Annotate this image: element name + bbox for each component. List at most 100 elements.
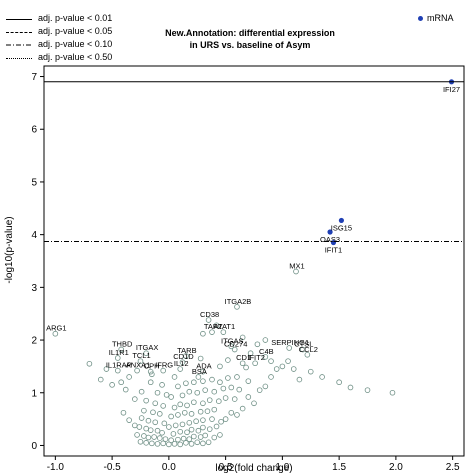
labeled-point: [262, 354, 269, 360]
data-point: [143, 425, 149, 432]
data-point: [188, 441, 195, 447]
data-point: [211, 388, 218, 395]
data-point: [154, 441, 161, 447]
y-tick-label: 5: [31, 177, 37, 188]
data-point: [126, 374, 132, 380]
gene-label: CD1D: [173, 352, 194, 361]
x-tick-label: 2.0: [389, 462, 403, 473]
data-point: [180, 435, 187, 442]
chart-title-line1: New.Annotation: differential expression: [165, 28, 335, 38]
data-point: [179, 392, 186, 399]
data-point: [200, 424, 206, 431]
data-point: [132, 422, 138, 429]
y-tick-label: 0: [31, 441, 37, 452]
data-point: [184, 429, 190, 436]
data-point: [149, 440, 155, 447]
data-point: [120, 409, 127, 416]
gene-label: ANXA1: [126, 361, 151, 370]
data-point: [389, 389, 396, 396]
y-tick-label: 3: [31, 283, 37, 294]
gene-label: IFIT2: [247, 353, 265, 362]
legend-label-005: adj. p-value < 0.05: [38, 26, 113, 36]
data-point: [191, 379, 197, 386]
highlighted-point: [327, 229, 333, 235]
gene-label: ITGAS: [221, 336, 244, 345]
labeled-point: [220, 329, 227, 335]
data-point: [247, 350, 254, 357]
data-point: [216, 398, 222, 404]
labeled-point: [304, 352, 311, 358]
data-point: [191, 399, 197, 406]
data-point: [184, 402, 190, 409]
labeled-point: [134, 367, 140, 374]
data-point: [205, 439, 212, 446]
gene-label: CD1: [236, 353, 251, 362]
legend-label-010: adj. p-value < 0.10: [38, 39, 113, 49]
data-point: [168, 413, 174, 420]
x-tick-label: 1.5: [332, 462, 346, 473]
gene-label: IL12: [174, 359, 189, 368]
data-point: [222, 416, 229, 422]
gene-label: C4B: [259, 347, 274, 356]
legend-label-001: adj. p-value < 0.01: [38, 13, 113, 23]
y-tick-label: 1: [31, 388, 37, 399]
highlighted-points: [327, 79, 455, 246]
data-point: [188, 426, 195, 433]
legend-label-050: adj. p-value < 0.50: [38, 52, 113, 62]
labeled-point: [195, 374, 202, 380]
data-point: [268, 374, 274, 380]
data-point: [156, 411, 163, 417]
data-point: [193, 418, 199, 425]
data-point: [145, 417, 152, 424]
data-point: [251, 400, 257, 407]
data-point: [137, 438, 144, 445]
labeled-point: [205, 317, 212, 323]
gene-label: THBD: [112, 340, 133, 349]
data-point: [273, 366, 280, 372]
data-point: [364, 387, 371, 393]
labeled-point: [239, 360, 246, 367]
gene-label: ISG15: [331, 223, 352, 232]
data-point: [168, 437, 174, 443]
data-point: [234, 412, 240, 418]
data-point: [171, 374, 178, 380]
data-point: [204, 408, 211, 415]
data-point: [218, 418, 224, 425]
x-axis-label: log2(fold change): [215, 463, 292, 474]
data-point: [236, 386, 243, 393]
gene-label: SERPING1: [271, 338, 309, 347]
gene-label: TCL1: [132, 351, 150, 360]
data-point: [307, 368, 314, 375]
data-point: [213, 423, 220, 430]
y-tick-label: 4: [31, 230, 37, 241]
data-point: [147, 427, 154, 433]
y-tick-label: 2: [31, 336, 37, 347]
data-points: [52, 268, 396, 448]
data-point: [168, 394, 174, 400]
data-point: [336, 379, 342, 386]
data-point: [141, 433, 147, 439]
y-tick-label: 6: [31, 125, 37, 136]
labeled-point: [177, 366, 184, 372]
plot-frame: [43, 65, 465, 457]
data-point: [126, 417, 132, 423]
x-tick-label: -1.0: [47, 462, 65, 473]
data-point: [141, 407, 147, 414]
x-tick-label: 1.0: [275, 462, 289, 473]
data-point: [179, 421, 186, 428]
data-point: [225, 375, 231, 381]
point-legend-label: mRNA: [427, 13, 454, 23]
data-point: [186, 436, 193, 442]
data-point: [151, 434, 157, 440]
x-tick-label: 0.5: [219, 462, 233, 473]
data-point: [268, 358, 274, 364]
legend-line-dotted: [6, 58, 32, 59]
data-point: [191, 433, 197, 440]
labeled-point: [118, 346, 124, 353]
data-point: [103, 366, 110, 372]
x-axis-ticks: -1.0 -0.5 0.0 0.5 1.0 1.5 2.0 2.5: [47, 456, 460, 473]
data-point: [197, 434, 204, 440]
data-point: [171, 404, 178, 411]
data-point: [228, 409, 235, 416]
